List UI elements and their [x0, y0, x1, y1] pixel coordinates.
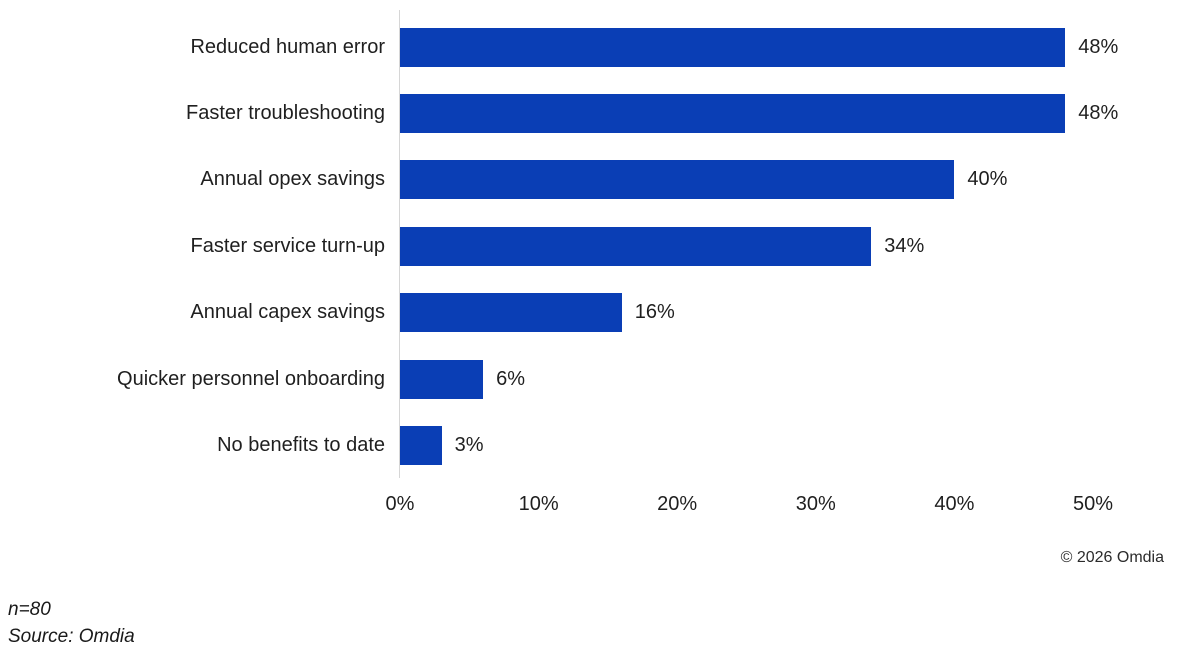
bar-row: Quicker personnel onboarding 6%	[0, 346, 1179, 412]
value-label: 3%	[454, 434, 484, 457]
y-axis-line	[398, 10, 401, 478]
x-axis-tick-label: 10%	[518, 493, 559, 515]
bar-row: Reduced human error 48%	[0, 14, 1179, 80]
category-label: Quicker personnel onboarding	[117, 367, 385, 390]
category-label: No benefits to date	[217, 434, 385, 457]
category-label: Reduced human error	[190, 35, 385, 58]
bar	[400, 226, 872, 266]
value-label: 6%	[496, 367, 526, 390]
bar	[400, 27, 1066, 67]
x-axis: 0% 10% 20% 30% 40% 50%	[386, 493, 1113, 519]
bar-rows: Reduced human error 48% Faster troubleshoo…	[0, 14, 1179, 479]
value-label: 34%	[884, 234, 925, 257]
value-label: 40%	[967, 168, 1008, 191]
bar-row: Faster service turn-up 34%	[0, 213, 1179, 279]
bar	[400, 94, 1066, 134]
category-label: Annual opex savings	[200, 168, 385, 191]
copyright-text: © 2026 Omdia	[1060, 549, 1164, 566]
category-label: Annual capex savings	[190, 301, 385, 324]
source-note: Source: Omdia	[8, 625, 135, 647]
value-label: 16%	[634, 301, 675, 324]
x-axis-tick-label: 30%	[795, 493, 836, 515]
footnotes: n=80 Source: Omdia	[8, 597, 135, 650]
x-axis-tick-label: 50%	[1072, 493, 1114, 515]
sample-size-note: n=80	[8, 599, 51, 620]
bar-row: No benefits to date 3%	[0, 412, 1179, 478]
bar-row: Faster troubleshooting 48%	[0, 80, 1179, 146]
bar	[400, 426, 442, 466]
x-axis-tick-label: 20%	[657, 493, 698, 515]
category-label: Faster troubleshooting	[185, 102, 385, 125]
bar-row: Annual capex savings 16%	[0, 280, 1179, 346]
bar	[400, 359, 484, 399]
bar	[400, 293, 622, 333]
value-label: 48%	[1078, 102, 1119, 125]
value-label: 48%	[1078, 35, 1119, 58]
x-axis-tick-label: 40%	[934, 493, 975, 515]
bar-row: Annual opex savings 40%	[0, 147, 1179, 213]
bar	[400, 160, 955, 200]
category-label: Faster service turn-up	[190, 234, 385, 257]
x-axis-tick-label: 0%	[385, 493, 415, 515]
